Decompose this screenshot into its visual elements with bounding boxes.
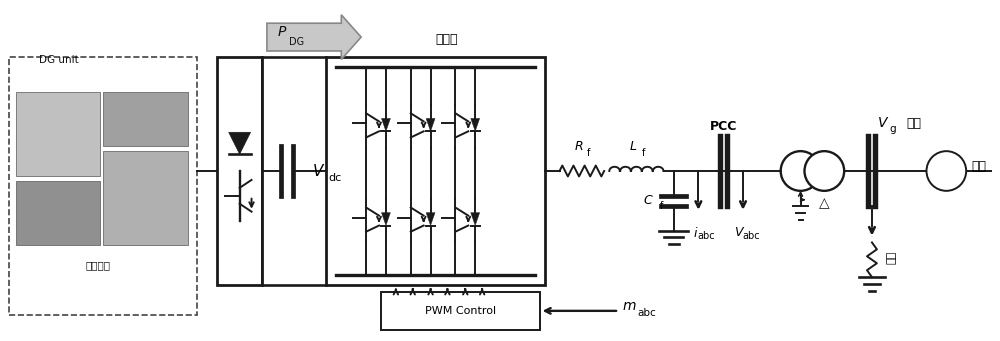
Text: $V$: $V$ [877,116,889,130]
Polygon shape [426,213,435,225]
Polygon shape [471,118,480,131]
Text: 电网: 电网 [971,160,986,173]
Text: $P$: $P$ [277,25,287,39]
Polygon shape [381,213,390,225]
Text: DG: DG [289,37,304,47]
Text: 电网: 电网 [907,117,922,130]
Bar [326,57,545,285]
Bar [103,151,188,246]
Polygon shape [471,213,480,225]
Text: $m$: $m$ [622,299,637,313]
Text: PWM Control: PWM Control [425,306,496,316]
Text: $L$: $L$ [629,140,638,153]
Text: 逆变器: 逆变器 [435,33,458,46]
Polygon shape [229,132,251,154]
Text: △: △ [819,196,830,210]
Text: PCC: PCC [709,120,737,133]
Text: f: f [587,148,590,158]
Text: $R$: $R$ [574,140,584,153]
Bar [217,57,262,285]
FancyArrow shape [267,15,361,59]
Circle shape [804,151,844,191]
Text: $C$: $C$ [643,194,654,207]
Polygon shape [381,118,390,131]
Bar [16,181,100,246]
Text: f: f [660,201,664,211]
Text: abc: abc [742,232,760,241]
Text: 储能电池: 储能电池 [86,260,111,270]
Text: $i$: $i$ [693,225,698,239]
Text: $V$: $V$ [734,225,746,239]
Text: dc: dc [328,173,342,183]
Bar [103,92,188,146]
Bar [381,292,540,330]
Circle shape [926,151,966,191]
Text: $V$: $V$ [312,163,325,179]
Bar [16,92,100,176]
Text: 故障: 故障 [887,251,897,264]
Bar [9,57,197,315]
Text: abc: abc [697,232,715,241]
Text: g: g [890,124,896,134]
Text: f: f [642,148,645,158]
Polygon shape [426,118,435,131]
Text: DG unit: DG unit [39,55,78,65]
Text: abc: abc [637,308,656,318]
